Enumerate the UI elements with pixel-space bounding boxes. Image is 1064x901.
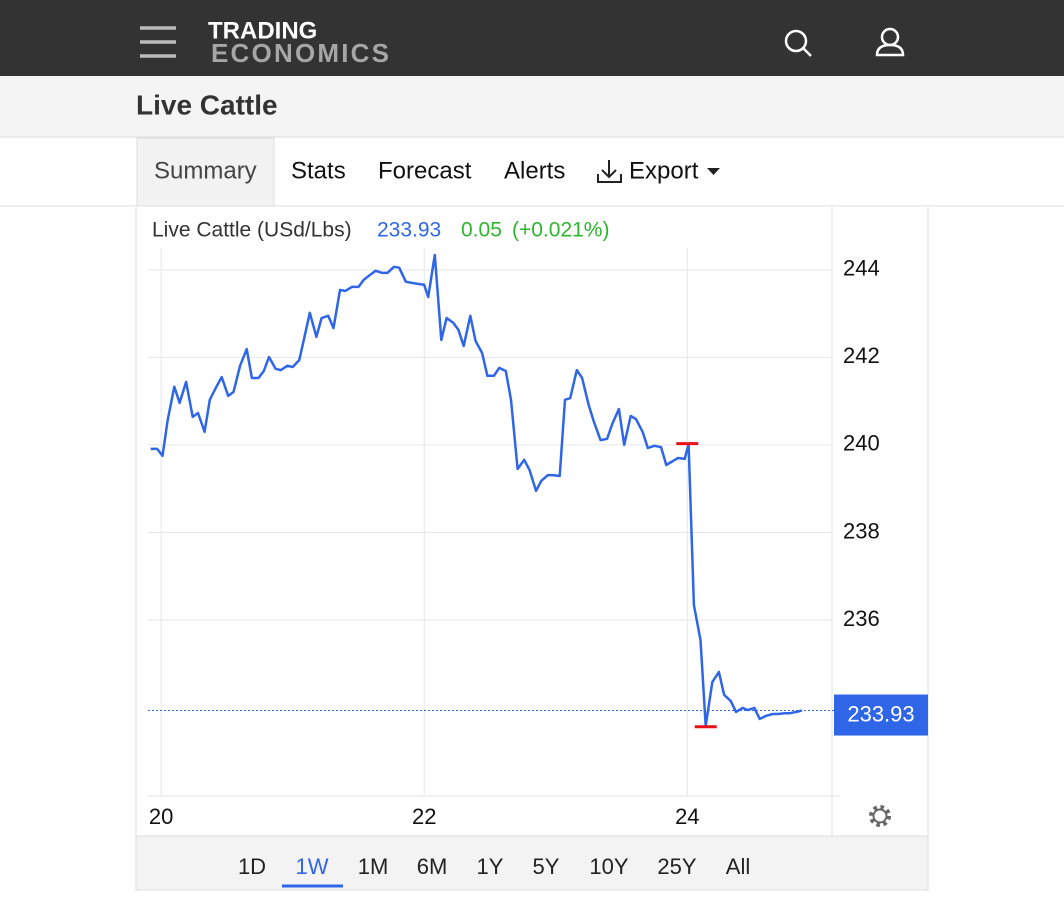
dropdown-caret xyxy=(707,168,720,175)
search-lens xyxy=(784,29,808,53)
change: 0.05 xyxy=(461,219,502,242)
plot: 236 238 240 242 244 20 22 24 233.93 1D 1W 1M 6M 1Y 5Y 1… xyxy=(148,248,928,888)
logo-top[interactable]: TRADING xyxy=(208,17,317,44)
range-button[interactable]: 5Y xyxy=(533,854,560,879)
top-bar xyxy=(0,0,1064,76)
last-price-label: 233.93 xyxy=(847,701,914,726)
download-icon xyxy=(597,160,622,183)
y-tick-label: 238 xyxy=(843,518,880,543)
logo-bottom[interactable]: ECONOMICS xyxy=(211,38,389,68)
y-tick-label: 244 xyxy=(843,256,880,281)
title-bar xyxy=(0,76,1064,137)
last-price: 233.93 xyxy=(377,219,441,242)
range-button[interactable]: 1M xyxy=(358,854,389,879)
change-percent: (+0.021%) xyxy=(512,219,609,242)
range-button[interactable]: 1W xyxy=(296,854,329,879)
price-line xyxy=(150,253,803,728)
download-glyph xyxy=(597,160,622,183)
search-icon[interactable] xyxy=(784,29,812,57)
tab-selected-bg xyxy=(136,137,275,207)
range-button[interactable]: 6M xyxy=(417,854,448,879)
tab[interactable]: Export xyxy=(629,157,699,184)
last-price-box xyxy=(834,694,928,736)
menu-icon[interactable] xyxy=(140,26,176,58)
tab[interactable]: Stats xyxy=(291,157,346,184)
range-button[interactable]: All xyxy=(726,854,750,879)
gear-teeth xyxy=(869,805,891,827)
settings-icon[interactable] xyxy=(869,805,891,827)
range-bar xyxy=(135,835,929,891)
search-handle xyxy=(802,47,812,57)
x-tick-label: 22 xyxy=(412,804,436,829)
tab[interactable]: Summary xyxy=(154,157,257,184)
tab[interactable]: Alerts xyxy=(504,157,565,184)
y-tick-label: 236 xyxy=(843,606,880,631)
user-body xyxy=(875,43,905,57)
y-tick-label: 240 xyxy=(843,431,880,456)
x-tick-label: 24 xyxy=(675,804,699,829)
gear-ring xyxy=(872,808,888,824)
x-tick-label: 20 xyxy=(149,804,173,829)
range-button[interactable]: 1D xyxy=(238,854,266,879)
user-icon[interactable] xyxy=(875,27,905,57)
chart-title: Live Cattle (USd/Lbs) xyxy=(152,219,352,242)
range-button[interactable]: 10Y xyxy=(589,854,628,879)
y-tick-label: 242 xyxy=(843,343,880,368)
range-button[interactable]: 1Y xyxy=(477,854,504,879)
page-title: Live Cattle xyxy=(136,89,278,120)
tab[interactable]: Forecast xyxy=(378,157,472,184)
range-button[interactable]: 25Y xyxy=(657,854,696,879)
